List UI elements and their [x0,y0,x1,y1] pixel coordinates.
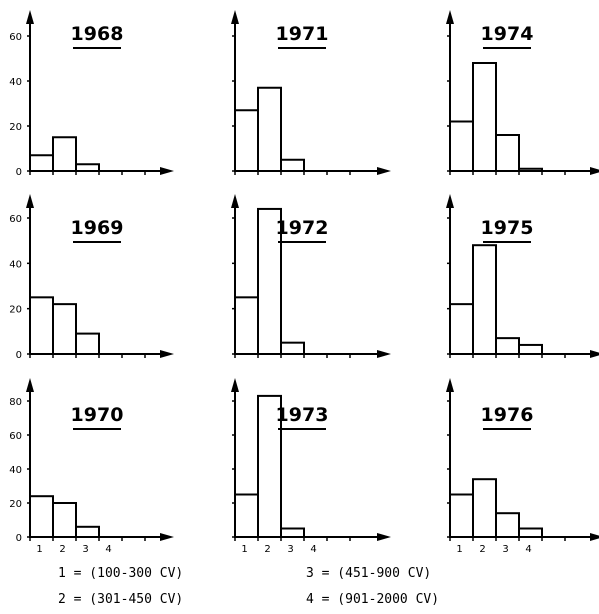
y-tick-label: 40 [9,77,22,88]
histogram-1973: 1 2 3 4 1973 [231,378,391,555]
x-axis-arrow [590,533,599,541]
bar-1 [234,109,259,172]
y-axis-arrow [231,10,239,24]
bar-1 [29,495,54,539]
bar-4 [518,527,543,538]
x-axis-arrow [377,350,391,358]
chart-title: 1973 [276,404,329,426]
y-axis-arrow [231,194,239,208]
x-tick-label: 3 [82,544,88,555]
legend-item-4: 4 = (901-2000 CV) [306,592,440,607]
x-axis-arrow [377,167,391,175]
x-tick-label: 3 [502,544,508,555]
y-tick-label: 60 [9,32,22,43]
y-tick-label: 60 [9,431,22,442]
bar-2 [257,86,282,172]
bar-2 [257,207,282,355]
x-axis-arrow [590,167,599,175]
histogram-1974: 1974 [446,10,599,175]
histogram-1972: 1972 [231,194,391,358]
y-tick-label: 40 [9,465,22,476]
bar-3 [75,163,100,172]
histogram-1969: 0 20 40 60 1969 [9,194,174,361]
histogram-1976: 1 2 3 4 1976 [446,378,599,555]
y-tick-label: 0 [16,350,22,361]
y-axis-arrow [446,10,454,24]
y-tick-label: 0 [16,167,22,178]
bar-1 [234,493,259,538]
bar-1 [449,303,474,355]
bar-2 [52,303,77,355]
x-axis-arrow [160,167,174,175]
x-tick-label: 1 [36,544,42,555]
y-axis-arrow [446,194,454,208]
histogram-1971: 1971 [231,10,391,175]
chart-title: 1976 [481,404,534,426]
x-tick-label: 1 [241,544,247,555]
bar-4 [518,167,543,172]
x-tick-label: 3 [287,544,293,555]
x-tick-label: 2 [59,544,65,555]
x-axis-arrow [160,350,174,358]
y-tick-label: 20 [9,305,22,316]
bar-3 [280,158,305,172]
bar-3 [495,134,520,172]
bar-1 [29,296,54,356]
y-tick-label: 40 [9,259,22,270]
legend-item-1: 1 = (100-300 CV) [58,566,184,581]
bar-2 [52,502,77,538]
y-axis-arrow [231,378,239,392]
y-tick-label: 0 [16,533,22,544]
x-tick-label: 4 [525,544,531,555]
y-tick-label: 80 [9,397,22,408]
y-tick-label: 60 [9,214,22,225]
bar-3 [495,512,520,539]
bar-3 [75,525,100,538]
y-axis-arrow [26,194,34,208]
histogram-1970: 0 20 40 60 80 1 2 3 4 1970 [9,378,174,555]
bar-1 [449,120,474,172]
x-tick-label: 2 [479,544,485,555]
y-axis-arrow [26,378,34,392]
bar-3 [280,341,305,355]
y-tick-label: 20 [9,499,22,510]
x-tick-label: 4 [310,544,316,555]
bar-1 [449,493,474,538]
x-tick-label: 1 [456,544,462,555]
bar-2 [472,62,497,172]
bar-2 [472,244,497,355]
x-tick-label: 2 [264,544,270,555]
chart-title: 1975 [481,217,534,239]
chart-title: 1971 [276,23,329,45]
chart-title: 1969 [71,217,124,239]
histogram-1968: 0 20 40 60 1968 [9,10,174,178]
bar-1 [234,296,259,356]
chart-title: 1968 [71,23,124,45]
bar-2 [472,478,497,539]
bar-2 [257,394,282,538]
bar-4 [518,343,543,355]
bar-3 [75,332,100,356]
legend-item-3: 3 = (451-900 CV) [306,566,432,581]
bar-3 [495,337,520,355]
x-tick-label: 4 [105,544,111,555]
x-axis-arrow [160,533,174,541]
x-axis-arrow [590,350,599,358]
y-axis-arrow [26,10,34,24]
chart-title: 1974 [481,23,534,45]
chart-title: 1970 [71,404,124,426]
chart-title: 1972 [276,217,329,239]
y-tick-label: 20 [9,122,22,133]
bar-3 [280,527,305,538]
y-axis-arrow [446,378,454,392]
bar-1 [29,154,54,172]
histogram-1975: 1975 [446,194,599,358]
bar-2 [52,136,77,172]
x-axis-arrow [377,533,391,541]
legend-item-2: 2 = (301-450 CV) [58,592,184,607]
